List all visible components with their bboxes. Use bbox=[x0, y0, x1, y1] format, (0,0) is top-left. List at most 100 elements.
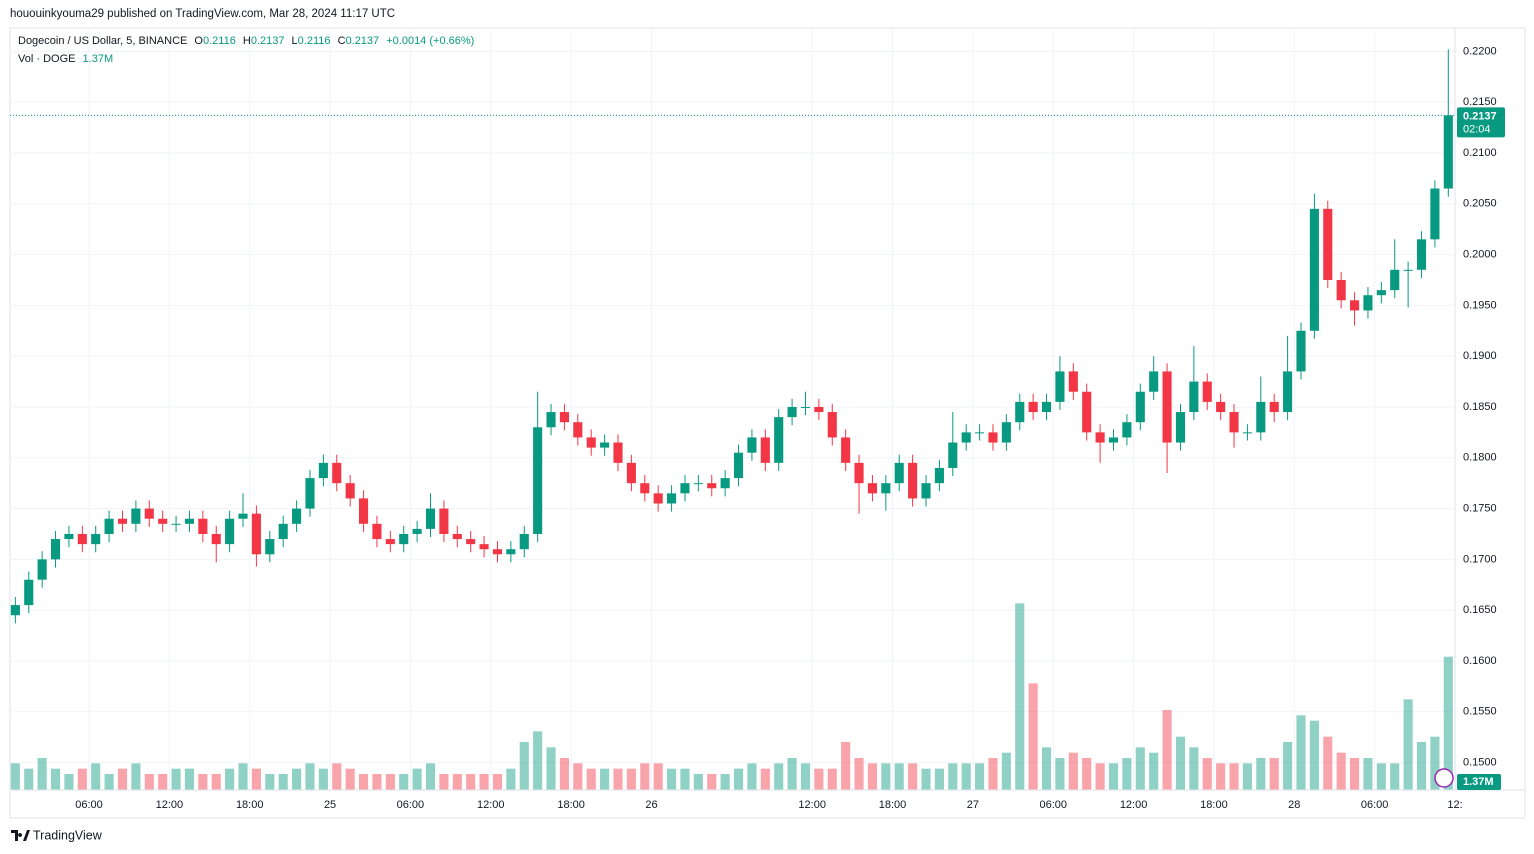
volume-bar bbox=[733, 768, 744, 790]
axes: 0.1500 0.1550 0.1600 0.1650 0.1700 0.1750 0.18… bbox=[10, 45, 1505, 811]
y-tick-label: 0.1650 bbox=[1463, 604, 1497, 616]
volume-bar bbox=[1363, 758, 1373, 790]
candle-body bbox=[318, 462, 328, 479]
volume-bar bbox=[385, 774, 395, 790]
x-tick-label: 25 bbox=[324, 799, 336, 811]
candle-body bbox=[533, 427, 543, 534]
candle-body bbox=[345, 483, 355, 499]
candle-body bbox=[198, 518, 208, 534]
volume-bar bbox=[1189, 747, 1199, 790]
volume-bar bbox=[854, 758, 864, 790]
candle-body bbox=[399, 533, 409, 545]
volume-bar bbox=[519, 742, 529, 790]
y-tick-label: 0.1900 bbox=[1463, 350, 1497, 362]
candle-body bbox=[225, 518, 235, 545]
chart-frame bbox=[9, 27, 1526, 819]
last-price-tag bbox=[1457, 107, 1505, 138]
candle-body bbox=[733, 452, 744, 479]
y-tick-label: 0.1850 bbox=[1463, 401, 1497, 413]
volume-bar bbox=[37, 758, 47, 790]
candle-body bbox=[1162, 371, 1172, 443]
candle-body bbox=[546, 412, 556, 428]
candle-body bbox=[479, 544, 489, 550]
volume-bar bbox=[372, 774, 382, 790]
volume-layer bbox=[10, 603, 1453, 790]
candle-body bbox=[867, 483, 877, 494]
candle-body bbox=[104, 518, 114, 534]
volume-bar bbox=[466, 774, 476, 790]
candle-body bbox=[841, 437, 851, 463]
candle-body bbox=[158, 518, 168, 524]
candle-body bbox=[653, 493, 663, 504]
volume-bar bbox=[1430, 736, 1440, 790]
y-tick-label: 0.2100 bbox=[1463, 147, 1497, 159]
candle-body bbox=[1416, 239, 1427, 270]
volume-bar bbox=[894, 763, 904, 790]
volume-bar bbox=[934, 768, 944, 790]
symbol: Dogecoin / US Dollar, 5, BINANCE bbox=[18, 35, 188, 47]
x-tick-label: 12:00 bbox=[1120, 799, 1148, 811]
candle-body bbox=[800, 406, 811, 408]
volume-bar bbox=[921, 768, 931, 790]
candle-body bbox=[988, 432, 998, 443]
candle-body bbox=[506, 549, 516, 555]
volume-bar bbox=[479, 774, 489, 790]
candle-body bbox=[559, 412, 569, 423]
y-tick-label: 0.1600 bbox=[1463, 655, 1497, 667]
volume-bar bbox=[774, 763, 784, 790]
volume-bar bbox=[841, 742, 851, 790]
volume-bar bbox=[10, 763, 20, 790]
volume-bar bbox=[747, 763, 757, 790]
x-tick-label: 18:00 bbox=[879, 799, 907, 811]
grid bbox=[10, 28, 1456, 790]
volume-bar bbox=[64, 774, 74, 790]
volume-bar bbox=[1216, 763, 1226, 790]
label: C bbox=[337, 35, 346, 47]
volume-bar bbox=[238, 763, 248, 790]
volume-bar bbox=[1082, 758, 1092, 790]
volume-bar bbox=[144, 774, 154, 790]
y-tick-label: 0.2000 bbox=[1463, 248, 1497, 260]
value: 0.2137 bbox=[345, 35, 380, 47]
volume-bar bbox=[1390, 763, 1400, 790]
y-tick-label: 0.1950 bbox=[1463, 299, 1497, 311]
y-tick-label: 0.1750 bbox=[1463, 502, 1497, 514]
candle-body bbox=[1336, 279, 1346, 301]
volume-bar bbox=[1229, 763, 1239, 790]
candle-body bbox=[1028, 401, 1038, 413]
volume-bar bbox=[439, 774, 449, 790]
volume-bar bbox=[292, 768, 302, 790]
volume-legend: Vol · DOGE 1.37M bbox=[18, 53, 117, 65]
footer-brand: TradingView bbox=[33, 828, 103, 842]
y-tick-label: 0.2150 bbox=[1463, 96, 1497, 108]
ohlc-open: O0.2116 bbox=[194, 35, 235, 47]
candle-body bbox=[117, 518, 128, 524]
volume-bar bbox=[1403, 699, 1413, 790]
candle-body bbox=[613, 442, 623, 463]
x-tick-label: 06:00 bbox=[397, 799, 425, 811]
volume-bar bbox=[251, 768, 261, 790]
volume-bar bbox=[680, 768, 690, 790]
volume-bar bbox=[1269, 758, 1279, 790]
y-tick-label: 0.1700 bbox=[1463, 553, 1497, 565]
candle-body bbox=[1015, 401, 1025, 423]
candle-body bbox=[1430, 188, 1440, 240]
alert-icon bbox=[1434, 768, 1454, 788]
candle-body bbox=[1122, 422, 1132, 438]
candle-body bbox=[1296, 330, 1306, 372]
candle-body bbox=[144, 508, 154, 519]
candle-body bbox=[1256, 401, 1266, 433]
volume-bar bbox=[265, 774, 275, 790]
candle-body bbox=[372, 523, 382, 540]
label: O bbox=[194, 35, 203, 47]
candle-body bbox=[305, 478, 315, 509]
volume-bar bbox=[626, 768, 636, 790]
candle-body bbox=[292, 508, 302, 524]
published-note: hououinkyouma29 published on TradingView… bbox=[10, 8, 396, 20]
countdown-label: 02:04 bbox=[1463, 123, 1491, 135]
y-tick-label: 0.1800 bbox=[1463, 452, 1497, 464]
candle-body bbox=[1095, 432, 1105, 443]
volume-bar bbox=[358, 774, 369, 790]
volume-bar bbox=[225, 768, 235, 790]
volume-bar bbox=[961, 763, 971, 790]
